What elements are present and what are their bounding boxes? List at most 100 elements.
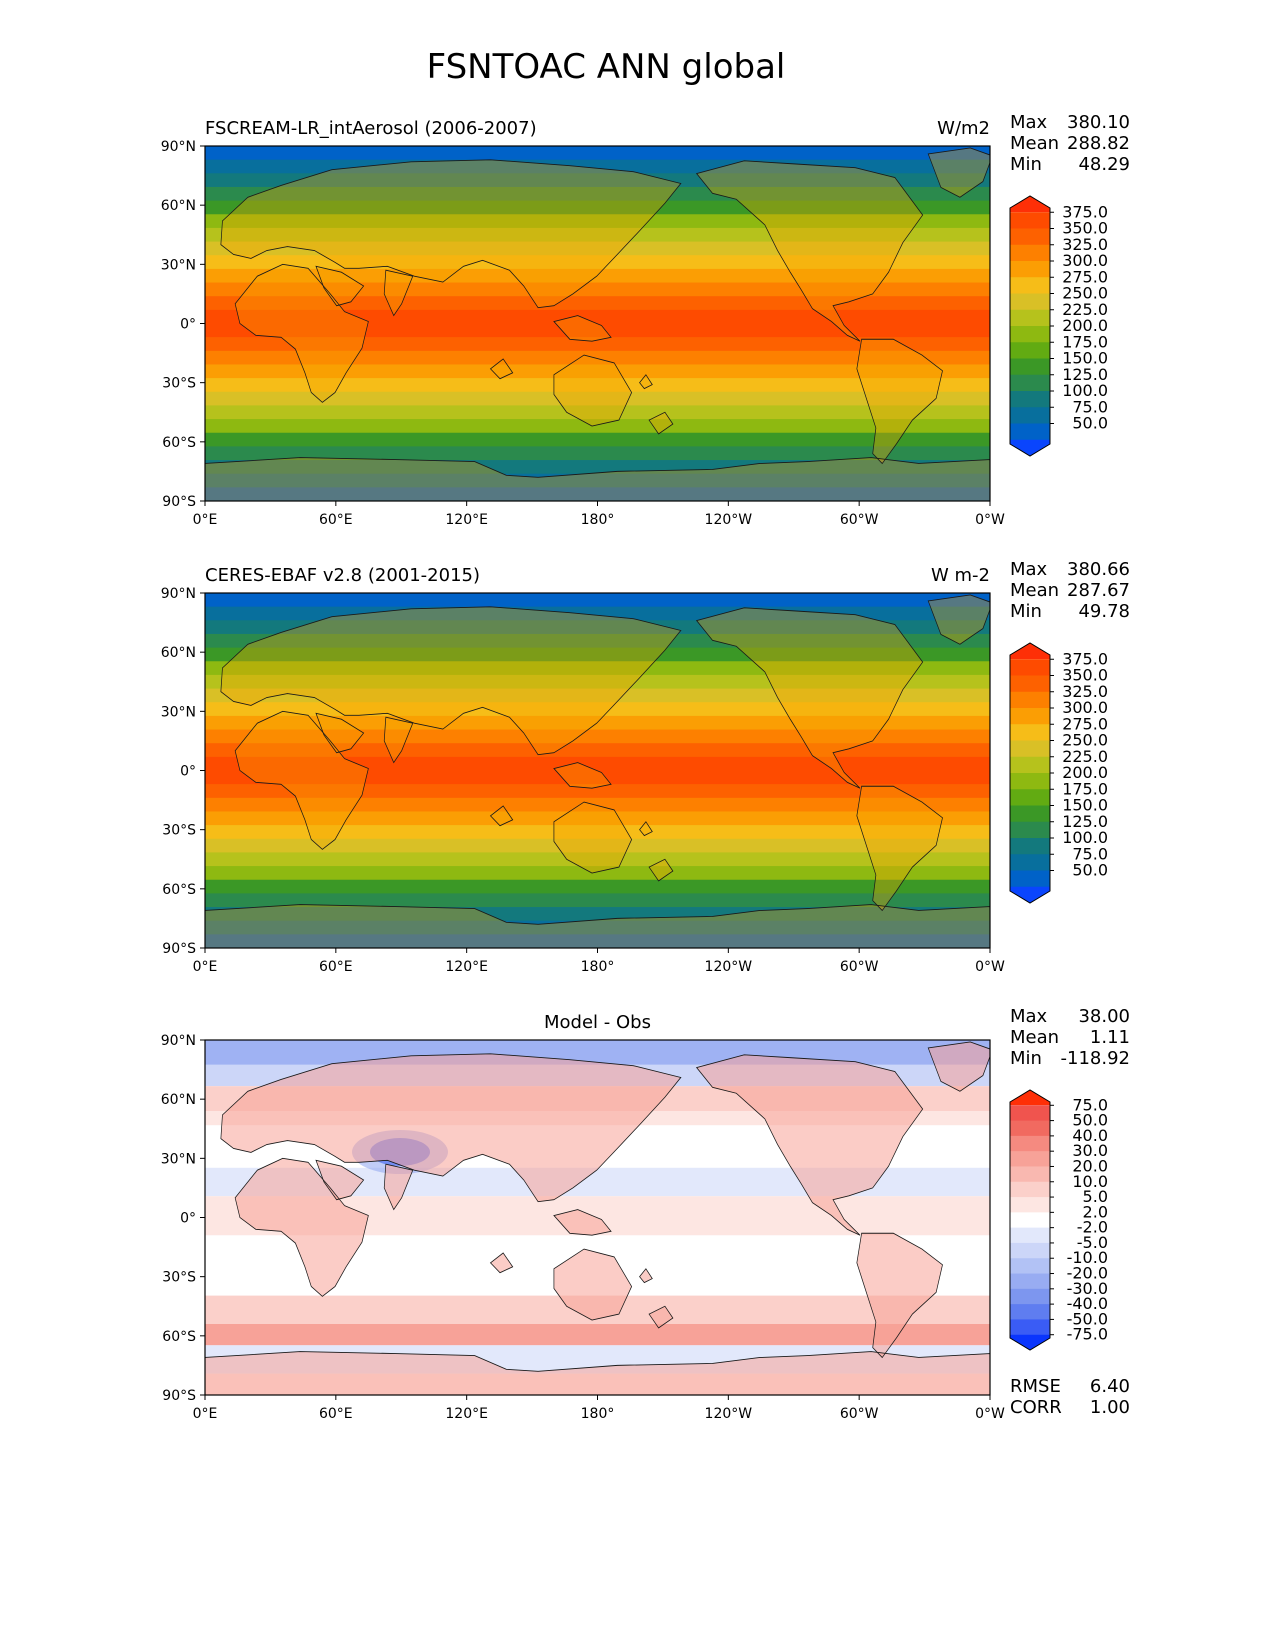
lon-tick-label: 0°W [975,512,1005,528]
field-band [205,146,990,161]
colorbar-segment [1010,1288,1050,1305]
colorbar-segment [1010,261,1050,278]
colorbar-segment [1010,1105,1050,1122]
colorbar-label: 325.0 [1062,235,1108,254]
colorbar-segment [1010,870,1050,888]
map-field [205,1040,990,1395]
colorbar-arrow-top [1010,1090,1050,1106]
lon-tick-label: 120°E [445,959,488,975]
colorbar-segment [1010,1120,1050,1137]
colorbar-segment [1010,805,1050,823]
colorbar-arrow-bottom [1010,886,1050,903]
colorbar-segment [1010,293,1050,311]
lat-tick-label: 60°S [162,435,196,451]
stat-label: Max [1010,1006,1048,1027]
colorbar-label: 350.0 [1062,666,1108,685]
colorbar-label: 225.0 [1062,747,1108,766]
stat-label: Min [1010,601,1042,622]
lat-tick-label: 0° [180,317,196,333]
field-band [205,1324,990,1346]
lon-tick-label: 180° [581,959,615,975]
colorbar-label: 325.0 [1062,682,1108,701]
colorbar-label: 350.0 [1062,219,1108,238]
lat-tick-label: 90°N [161,1033,196,1049]
field-band [205,432,990,447]
lat-tick-label: 90°S [162,1388,196,1404]
colorbar-label: 375.0 [1062,649,1108,668]
field-band [205,593,990,608]
colorbar-label: 250.0 [1062,731,1108,750]
colorbar-segment [1010,756,1050,774]
colorbar-label: 175.0 [1062,779,1108,798]
stat-value: 288.82 [1067,133,1130,154]
colorbar-outline [1009,195,1051,457]
lon-tick-label: 120°E [445,1406,488,1422]
colorbar-label: 5.0 [1083,1187,1108,1206]
lat-tick-label: 60°N [161,1092,196,1108]
panel-units: W m-2 [931,565,990,586]
lon-tick-label: 120°W [705,1406,753,1422]
lon-tick-label: 120°W [705,959,753,975]
colorbar-label: 75.0 [1072,1095,1108,1114]
lon-tick-label: 0°E [193,1406,218,1422]
lat-tick-label: 90°S [162,941,196,957]
stat-label: Min [1010,1048,1042,1069]
colorbar-segment [1010,309,1050,327]
colorbar-segment [1010,1197,1050,1213]
map-panel-3: 90°N 60°N 30°N 0° 30°S 60°S 90°S 0°E 60°E 120°E 18… [161,1006,1130,1422]
colorbar-label: 175.0 [1062,332,1108,351]
colorbar-segment [1010,212,1050,229]
stat-value: 6.40 [1090,1376,1130,1397]
lon-tick-label: 180° [581,512,615,528]
colorbar-label: -50.0 [1067,1309,1108,1328]
lat-tick-label: 30°N [161,1151,196,1167]
colorbar-segment [1010,691,1050,709]
colorbar-segment [1010,358,1050,376]
colorbar-arrow-top [1010,643,1050,660]
lon-tick-label: 0°E [193,512,218,528]
colorbar-label: 2.0 [1083,1202,1108,1221]
colorbar-segment [1010,708,1050,725]
stat-value: 48.29 [1078,154,1130,175]
colorbar-segment [1010,1304,1050,1320]
colorbar-label: 20.0 [1072,1156,1108,1175]
stat-value: 380.66 [1067,559,1130,580]
colorbar-segment [1010,374,1050,392]
field-band [205,337,990,352]
map-field [205,146,990,501]
lon-tick-label: 0°W [975,959,1005,975]
colorbar-segment [1010,244,1050,262]
colorbar-arrow-bottom [1010,1334,1050,1350]
colorbar-segment [1010,789,1050,806]
stat-label: Mean [1010,133,1059,154]
lat-tick-label: 90°N [161,139,196,155]
colorbar-segment [1010,1273,1050,1290]
colorbar-segment [1010,821,1050,839]
colorbar-outline [1009,1089,1051,1351]
colorbar-label: -10.0 [1067,1248,1108,1267]
field-band [205,350,990,366]
colorbar-label: -40.0 [1067,1294,1108,1313]
map-panel-2: 90°N 60°N 30°N 0° 30°S 60°S 90°S 0°E 60°E 120°E 18… [161,559,1130,975]
lat-tick-label: 30°N [161,257,196,273]
lon-tick-label: 60°E [319,512,353,528]
colorbar-segment [1010,838,1050,855]
colorbar-label: 275.0 [1062,267,1108,286]
panel-units: W/m2 [937,118,990,139]
colorbar-segment [1010,391,1050,408]
colorbar-segment [1010,1242,1050,1259]
lat-tick-label: 30°S [162,376,196,392]
colorbar-label: 40.0 [1072,1126,1108,1145]
lon-tick-label: 180° [581,1406,615,1422]
colorbar-label: 275.0 [1062,714,1108,733]
lon-tick-label: 60°E [319,1406,353,1422]
colorbar-label: 200.0 [1062,316,1108,335]
colorbar-label: 375.0 [1062,202,1108,221]
stat-value: 1.11 [1090,1027,1130,1048]
field-band [205,446,990,461]
stat-label: Mean [1010,580,1059,601]
colorbar-segment [1010,1319,1050,1336]
colorbar-label: 50.0 [1072,414,1108,433]
colorbar-segment [1010,773,1050,790]
lat-tick-label: 90°N [161,586,196,602]
